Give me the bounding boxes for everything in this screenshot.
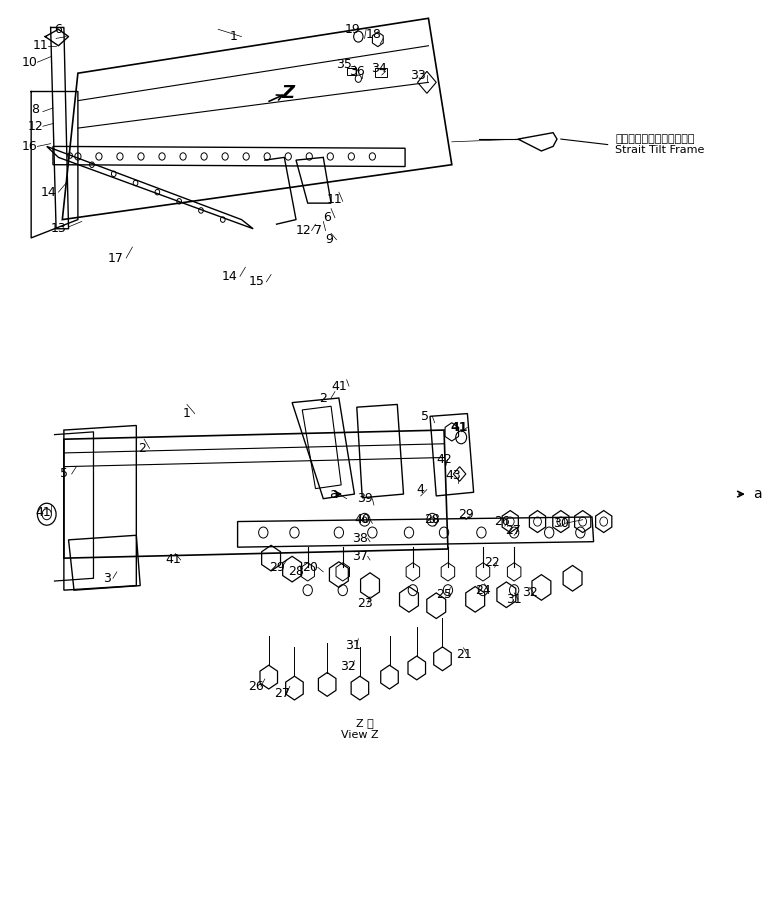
Text: 26: 26 (495, 515, 510, 528)
Text: 14: 14 (222, 270, 238, 283)
Text: 18: 18 (366, 28, 382, 41)
Text: View Z: View Z (341, 730, 379, 739)
Text: 15: 15 (249, 275, 265, 288)
Text: 9: 9 (325, 233, 333, 246)
Text: 10: 10 (22, 56, 37, 69)
Bar (347, 68, 356, 75)
Text: 21: 21 (456, 648, 471, 661)
Text: 41: 41 (451, 421, 468, 434)
Text: 8: 8 (31, 103, 39, 116)
Text: 22: 22 (485, 556, 500, 569)
Text: 30: 30 (553, 517, 569, 530)
Bar (375, 68, 387, 77)
Text: 27: 27 (505, 524, 520, 537)
Text: 31: 31 (506, 593, 522, 606)
Text: 35: 35 (337, 58, 352, 70)
Text: a: a (329, 487, 338, 501)
Text: 1: 1 (183, 407, 191, 420)
Text: 29: 29 (269, 561, 284, 574)
Text: 31: 31 (345, 639, 361, 651)
Text: 38: 38 (352, 532, 368, 544)
Text: 12: 12 (27, 120, 43, 133)
Text: 27: 27 (274, 687, 290, 700)
Text: 33: 33 (410, 69, 425, 81)
Text: 39: 39 (357, 492, 372, 505)
Text: 6: 6 (55, 23, 62, 36)
Text: 36: 36 (349, 65, 365, 78)
Text: 37: 37 (352, 550, 368, 563)
Text: 34: 34 (372, 62, 387, 75)
Text: Z: Z (282, 84, 294, 102)
Text: 5: 5 (60, 468, 68, 480)
Text: 11: 11 (33, 39, 48, 52)
Text: 32: 32 (522, 587, 538, 599)
Text: 43: 43 (446, 469, 461, 482)
Text: 40: 40 (354, 513, 370, 526)
Text: 41: 41 (35, 506, 51, 519)
Text: 25: 25 (436, 588, 452, 601)
Text: 11: 11 (327, 193, 343, 206)
Text: 13: 13 (51, 222, 66, 235)
Text: 12: 12 (296, 224, 312, 237)
Text: 5: 5 (421, 410, 428, 423)
Text: 6: 6 (323, 211, 331, 224)
Text: 28: 28 (288, 565, 304, 578)
Text: 14: 14 (41, 186, 56, 199)
Text: 3: 3 (104, 572, 111, 585)
Text: 28: 28 (425, 513, 440, 526)
Text: 29: 29 (458, 508, 474, 521)
Text: 23: 23 (357, 597, 372, 610)
Text: 19: 19 (345, 23, 361, 36)
Text: 4: 4 (417, 483, 425, 496)
Text: 32: 32 (340, 660, 356, 673)
Text: Z 後: Z 後 (356, 718, 373, 727)
Text: 24: 24 (475, 584, 491, 597)
Text: 20: 20 (302, 561, 318, 574)
Text: 41: 41 (331, 380, 347, 393)
Text: a: a (753, 487, 762, 501)
Text: ストレートチルトフレーム: ストレートチルトフレーム (615, 135, 695, 144)
Text: 7: 7 (314, 224, 322, 237)
Text: 41: 41 (165, 554, 181, 566)
Text: Strait Tilt Frame: Strait Tilt Frame (615, 145, 705, 155)
Text: 16: 16 (22, 140, 37, 153)
Text: 1: 1 (230, 30, 238, 43)
Text: 26: 26 (248, 680, 263, 693)
Text: 2: 2 (319, 392, 327, 404)
Text: 2: 2 (138, 442, 146, 455)
Text: 17: 17 (108, 252, 123, 264)
Text: 42: 42 (436, 453, 452, 466)
